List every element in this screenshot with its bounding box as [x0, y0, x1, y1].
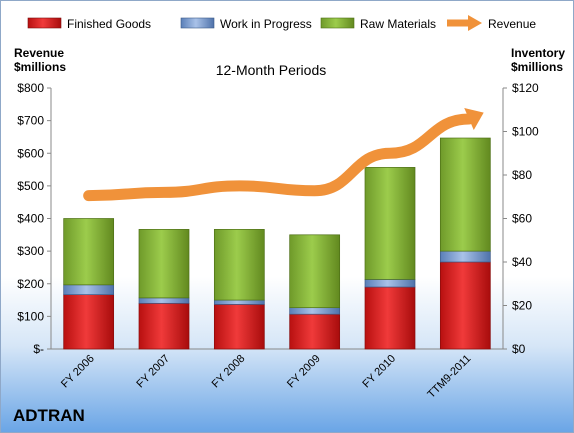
legend-arrowhead-revenue [468, 15, 482, 31]
bar-work-in-progress [213, 299, 265, 305]
bar-work-in-progress [289, 307, 341, 315]
right-tick-label: $60 [512, 212, 532, 226]
bar-finished-goods [138, 302, 190, 350]
category-label: FY 2008 [210, 353, 248, 391]
bar-finished-goods [364, 286, 416, 350]
right-tick-label: $0 [512, 342, 526, 356]
revenue-line-series [83, 108, 484, 202]
category-label: FY 2007 [134, 353, 172, 391]
bar-raw-materials [213, 229, 265, 301]
bar-finished-goods [213, 304, 265, 350]
bar-raw-materials [289, 234, 341, 309]
right-tick-label: $100 [512, 125, 539, 139]
left-axis-ticks: $- $100 $200 $300 $400 $500 $600 $700 $800 [17, 81, 51, 356]
bar-series [63, 137, 491, 350]
legend-label-raw-materials: Raw Materials [360, 17, 436, 31]
legend-label-work-in-progress: Work in Progress [220, 17, 312, 31]
right-tick-label: $40 [512, 255, 532, 269]
category-label: FY 2010 [360, 353, 398, 391]
legend-label-finished-goods: Finished Goods [67, 17, 151, 31]
bar-work-in-progress [364, 279, 416, 288]
legend-swatch-raw-materials [320, 17, 355, 29]
bar-raw-materials [364, 167, 416, 280]
right-tick-label: $120 [512, 81, 539, 95]
legend-label-revenue: Revenue [488, 17, 536, 31]
right-axis-ticks: $0 $20 $40 $60 $80 $100 $120 [503, 81, 539, 356]
right-tick-label: $80 [512, 168, 532, 182]
bar-raw-materials [138, 229, 190, 299]
bar-raw-materials [63, 218, 115, 286]
bar-finished-goods [63, 294, 115, 350]
category-label: TTM9-2011 [425, 353, 473, 401]
chart-subtitle: 12-Month Periods [216, 62, 327, 78]
right-axis-title-line1: Inventory [511, 46, 565, 60]
left-tick-label: $800 [17, 81, 44, 95]
legend-swatch-finished-goods [27, 17, 62, 29]
right-axis-title-line2: $millions [511, 60, 563, 74]
company-name: ADTRAN [13, 406, 85, 425]
category-label: FY 2006 [59, 353, 97, 391]
category-labels: FY 2006 FY 2007 FY 2008 FY 2009 FY 2010 TTM9-… [59, 353, 473, 401]
legend: Finished Goods Work in Progress Raw Mate… [27, 15, 536, 31]
left-tick-label: $600 [17, 146, 44, 160]
bar-finished-goods [289, 313, 341, 350]
left-tick-label: $- [33, 342, 44, 356]
left-tick-label: $300 [17, 244, 44, 258]
left-tick-label: $700 [17, 114, 44, 128]
bar-work-in-progress [439, 250, 491, 263]
left-axis-title-line1: Revenue [14, 46, 64, 60]
revenue-arrowhead [464, 108, 484, 131]
bar-raw-materials [439, 137, 491, 252]
bar-work-in-progress [63, 284, 115, 295]
left-axis-title-line2: $millions [14, 60, 66, 74]
right-tick-label: $20 [512, 299, 532, 313]
bar-work-in-progress [138, 297, 190, 304]
bar-finished-goods [439, 261, 491, 350]
left-tick-label: $100 [17, 309, 44, 323]
left-tick-label: $200 [17, 277, 44, 291]
left-tick-label: $400 [17, 212, 44, 226]
left-tick-label: $500 [17, 179, 44, 193]
category-label: FY 2009 [285, 353, 323, 391]
revenue-line [83, 113, 475, 202]
legend-swatch-work-in-progress [180, 17, 215, 29]
